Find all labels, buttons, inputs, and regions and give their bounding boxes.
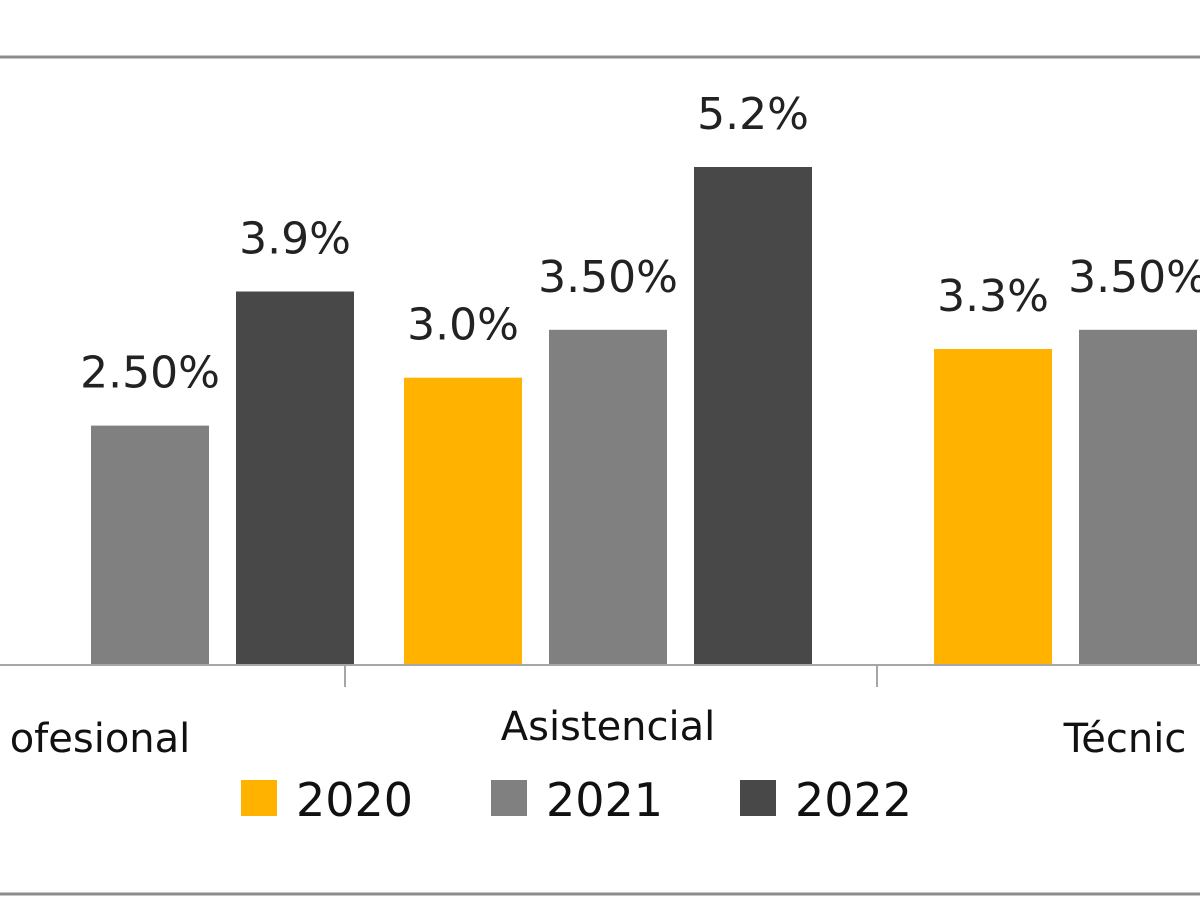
legend: 2020 2021 2022 xyxy=(241,773,912,827)
data-labels-group: 2.50% 3.9% 3.0% 3.50% 5.2% 3.3% 3.50% xyxy=(80,89,1200,399)
bar-2021-1 xyxy=(549,329,667,665)
data-label-2022-1: 5.2% xyxy=(697,89,809,140)
data-label-2021-0: 2.50% xyxy=(80,348,220,399)
legend-swatch-2020 xyxy=(241,780,277,816)
x-axis-ticks xyxy=(344,665,878,687)
legend-swatch-2021 xyxy=(491,780,527,816)
category-label-0: ofesional xyxy=(10,716,191,762)
bar-2021-2 xyxy=(1079,329,1197,665)
data-label-2021-2: 3.50% xyxy=(1068,252,1200,303)
data-label-2020-1: 3.0% xyxy=(407,300,519,351)
category-label-2: Técnic xyxy=(1063,716,1187,762)
bar-2020-2 xyxy=(934,349,1052,665)
data-label-2021-1: 3.50% xyxy=(538,252,678,303)
bar-2021-0 xyxy=(91,425,209,665)
bar-2020-1 xyxy=(404,377,522,665)
category-label-1: Asistencial xyxy=(501,704,716,750)
legend-label-2022: 2022 xyxy=(795,773,912,827)
legend-label-2021: 2021 xyxy=(546,773,663,827)
legend-swatch-2022 xyxy=(740,780,776,816)
category-labels-group: ofesional Asistencial Técnic xyxy=(10,704,1187,762)
legend-label-2020: 2020 xyxy=(296,773,413,827)
bars-group xyxy=(91,167,1197,665)
data-label-2020-2: 3.3% xyxy=(937,271,1049,322)
bar-2022-0 xyxy=(236,291,354,665)
data-label-2022-0: 3.9% xyxy=(239,214,351,265)
bar-2022-1 xyxy=(694,167,812,665)
